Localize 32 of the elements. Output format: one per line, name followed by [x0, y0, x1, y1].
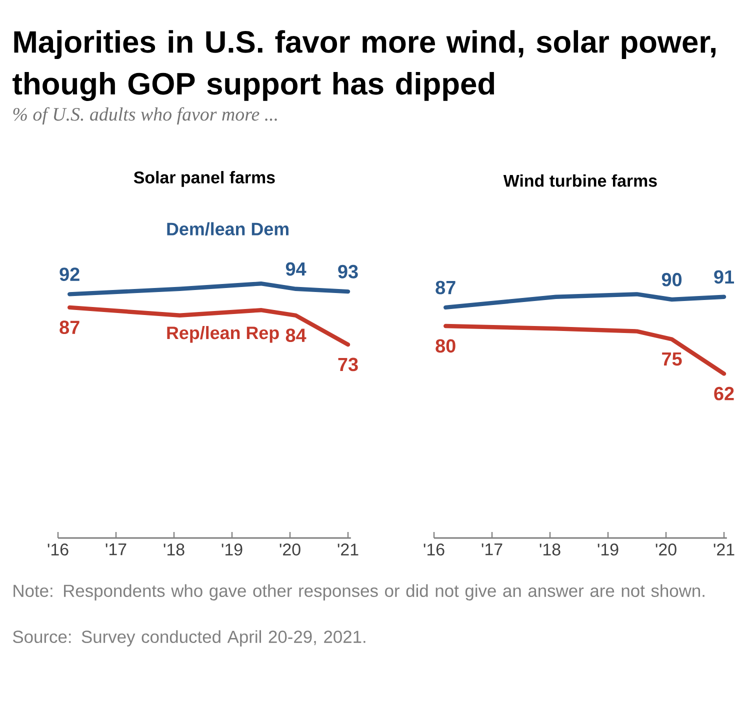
- data-label: 91: [714, 270, 734, 284]
- data-label: 84: [286, 328, 306, 342]
- x-tick-label: '20: [656, 544, 676, 556]
- x-tick-label: '21: [338, 544, 358, 556]
- data-label: 80: [436, 339, 456, 353]
- x-tick-label: '19: [222, 544, 242, 556]
- data-label: 73: [338, 358, 358, 372]
- x-tick-label: '19: [598, 544, 618, 556]
- x-tick-label: '18: [540, 544, 560, 556]
- data-label: 87: [436, 280, 456, 294]
- data-label: 93: [338, 264, 358, 278]
- text: % of U.S. adults who favor more ...: [13, 107, 277, 125]
- source-note: Source: Survey conducted April 20-29, 2021.: [12, 630, 366, 646]
- series-label: Rep/lean Rep: [167, 326, 279, 343]
- x-tick-label: '16: [424, 544, 444, 556]
- x-tick-label: '18: [164, 544, 184, 556]
- data-label: 62: [714, 386, 734, 400]
- chart-title: Solar panel farms: [134, 171, 275, 187]
- data-label: 90: [662, 272, 682, 286]
- data-label: 75: [662, 352, 682, 366]
- x-tick-label: '17: [106, 544, 126, 556]
- data-label: 87: [60, 320, 80, 334]
- chart-title: Wind turbine farms: [503, 174, 657, 187]
- x-tick-label: '21: [714, 544, 734, 556]
- x-tick-label: '17: [482, 544, 502, 556]
- data-label: 94: [286, 262, 306, 276]
- text: Majorities in U.S. favor more wind, solar power, though GOP support has dipped: [12, 30, 716, 101]
- data-label: 92: [60, 268, 80, 282]
- x-tick-label: '16: [48, 544, 68, 556]
- x-tick-label: '20: [280, 544, 300, 556]
- text: Note: Respondents who gave other responses or did not give an answer are not shown.: [14, 584, 704, 600]
- text: Dem/lean Dem: [167, 222, 288, 236]
